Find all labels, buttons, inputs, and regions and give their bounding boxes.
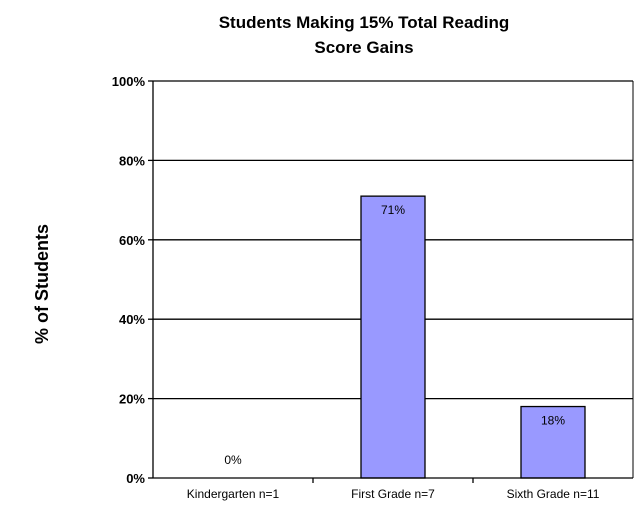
data-label: 0% [224, 453, 242, 467]
y-tick-labels: 0% 20% 40% 60% 80% 100% [112, 74, 146, 486]
data-labels: 0% 71% 18% [224, 203, 565, 467]
x-tick-label: First Grade n=7 [351, 487, 435, 501]
y-axis-label: % of Students [32, 224, 52, 344]
y-tick-label: 0% [126, 471, 145, 486]
y-tick-label: 20% [119, 392, 145, 407]
chart-title-line-2: Score Gains [314, 38, 413, 57]
y-tick-label: 100% [112, 74, 146, 89]
bars [360, 195, 586, 479]
chart-title-line-1: Students Making 15% Total Reading [219, 13, 510, 32]
x-tick-label: Sixth Grade n=11 [507, 487, 600, 501]
data-label: 18% [541, 414, 565, 428]
x-tick-label: Kindergarten n=1 [187, 487, 280, 501]
bar [360, 195, 426, 479]
y-tick-label: 40% [119, 312, 145, 327]
y-tick-label: 80% [119, 153, 145, 168]
x-tick-labels: Kindergarten n=1 First Grade n=7 Sixth Gra… [187, 487, 600, 501]
bar [520, 405, 586, 479]
axes [148, 80, 634, 483]
y-tick-label: 60% [119, 233, 145, 248]
data-label: 71% [381, 203, 405, 217]
